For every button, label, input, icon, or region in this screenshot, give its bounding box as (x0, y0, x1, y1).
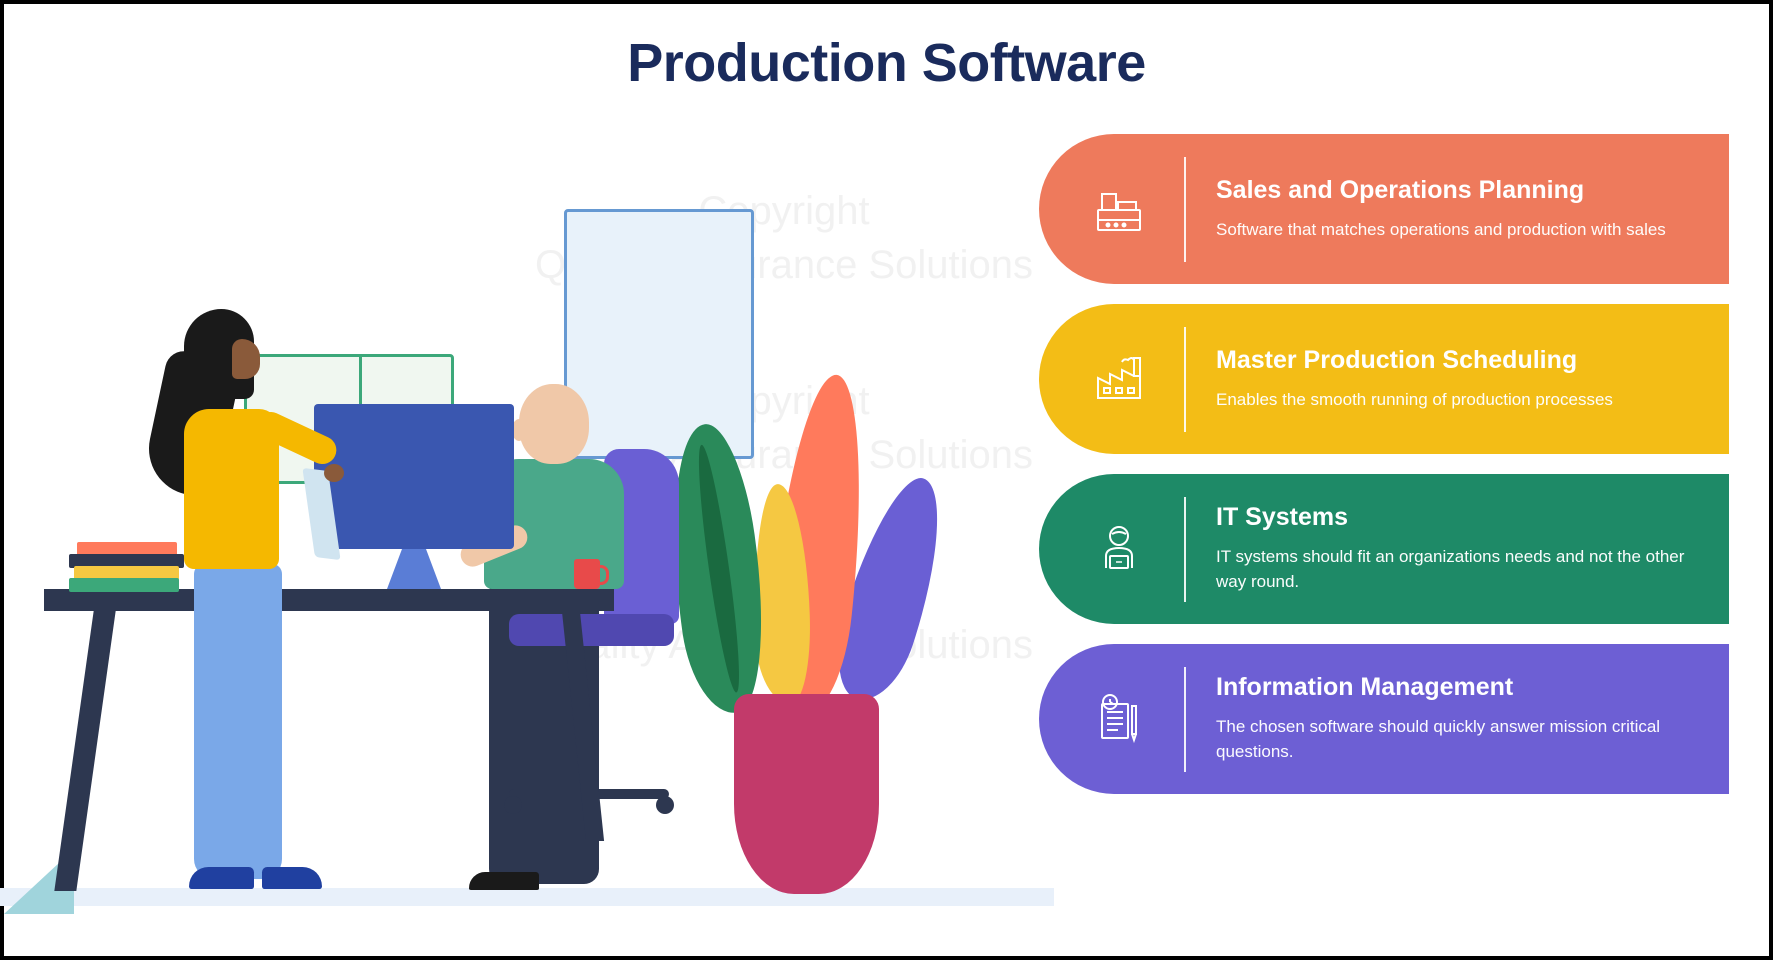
person-laptop-icon (1079, 509, 1159, 589)
card-sales-operations: Sales and Operations Planning Software t… (1039, 134, 1729, 284)
cash-register-icon (1079, 169, 1159, 249)
feature-cards: Sales and Operations Planning Software t… (1039, 134, 1729, 794)
card-desc: IT systems should fit an organizations n… (1216, 544, 1694, 595)
card-title: Information Management (1216, 673, 1694, 702)
books-illustration (69, 542, 184, 590)
card-desc: The chosen software should quickly answe… (1216, 714, 1694, 765)
card-title: Sales and Operations Planning (1216, 176, 1694, 205)
office-illustration (34, 194, 1024, 914)
card-desc: Software that matches operations and pro… (1216, 217, 1694, 243)
card-it-systems: IT Systems IT systems should fit an orga… (1039, 474, 1729, 624)
card-master-scheduling: Master Production Scheduling Enables the… (1039, 304, 1729, 454)
card-title: IT Systems (1216, 503, 1694, 532)
card-information-management: Information Management The chosen softwa… (1039, 644, 1729, 794)
mug-illustration (574, 559, 600, 589)
factory-icon (1079, 339, 1159, 419)
card-desc: Enables the smooth running of production… (1216, 387, 1694, 413)
document-time-icon (1079, 679, 1159, 759)
monitor-illustration (314, 404, 514, 549)
page-title: Production Software (4, 4, 1769, 94)
card-title: Master Production Scheduling (1216, 346, 1694, 375)
